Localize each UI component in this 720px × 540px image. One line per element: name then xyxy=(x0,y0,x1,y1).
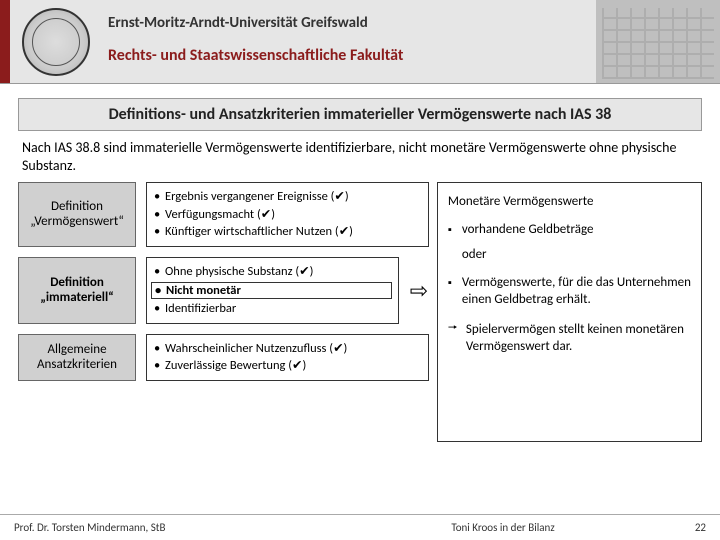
university-name: Ernst-Moritz-Arndt-Universität Greifswal… xyxy=(108,14,588,32)
slide-footer: Prof. Dr. Torsten Mindermann, StB Toni K… xyxy=(0,514,720,540)
definition-row: Allgemeine Ansatzkriterien Wahrscheinlic… xyxy=(18,334,429,381)
label-box-immateriell: Definition „immateriell“ xyxy=(18,257,136,324)
definition-row: Definition „immateriell“ Ohne physische … xyxy=(18,257,429,324)
slide-title: Definitions- und Ansatzkriterien immater… xyxy=(18,98,702,131)
slide-header: Ernst-Moritz-Arndt-Universität Greifswal… xyxy=(0,0,720,84)
red-accent-bar xyxy=(0,0,10,83)
footer-title: Toni Kroos in der Bilanz xyxy=(340,521,666,534)
content-area: Definition „Vermögenswert“ Ergebnis verg… xyxy=(0,182,720,442)
arrow-wrap: ⇨ xyxy=(409,257,429,324)
right-item: vorhandene Geldbeträge xyxy=(448,221,691,239)
footer-author: Prof. Dr. Torsten Mindermann, StB xyxy=(14,521,340,534)
bullet-item: Zuverlässige Bewertung (✔) xyxy=(151,358,422,374)
bullets-vermoegenswert: Ergebnis vergangener Ereignisse (✔) Verf… xyxy=(146,182,429,247)
bullet-item: Verfügungsmacht (✔) xyxy=(151,207,422,223)
bullet-item: Wahrscheinlicher Nutzenzufluss (✔) xyxy=(151,341,422,357)
label-box-vermoegenswert: Definition „Vermögenswert“ xyxy=(18,182,136,247)
right-heading: Monetäre Vermögenswerte xyxy=(448,193,691,211)
definition-row: Definition „Vermögenswert“ Ergebnis verg… xyxy=(18,182,429,247)
building-photo-placeholder xyxy=(596,0,720,83)
university-seal-icon xyxy=(22,8,90,76)
bullet-item: Ohne physische Substanz (✔) xyxy=(151,264,392,280)
faculty-name: Rechts- und Staatswissenschaftliche Faku… xyxy=(108,46,588,65)
bullet-item: Künftiger wirtschaftlicher Nutzen (✔) xyxy=(151,224,422,240)
bullet-item-highlighted: Nicht monetär xyxy=(151,282,392,300)
bullets-ansatzkriterien: Wahrscheinlicher Nutzenzufluss (✔) Zuver… xyxy=(146,334,429,381)
right-conclusion: Spielervermögen stellt keinen monetären … xyxy=(448,321,691,356)
intro-text: Nach IAS 38.8 sind immaterielle Vermögen… xyxy=(22,139,698,174)
bullets-immateriell: Ohne physische Substanz (✔) Nicht monetä… xyxy=(146,257,399,324)
left-column: Definition „Vermögenswert“ Ergebnis verg… xyxy=(18,182,429,442)
footer-page-number: 22 xyxy=(666,521,706,534)
arrow-right-icon: ⇨ xyxy=(410,277,428,304)
bullet-item: Ergebnis vergangener Ereignisse (✔) xyxy=(151,189,422,205)
bullet-item: Identifizierbar xyxy=(151,301,392,317)
right-item: Vermögenswerte, für die das Unternehmen … xyxy=(448,274,691,309)
university-seal-wrap xyxy=(10,0,102,83)
monetary-assets-box: Monetäre Vermögenswerte vorhandene Geldb… xyxy=(437,182,702,442)
right-oder: oder xyxy=(448,246,691,264)
label-box-ansatzkriterien: Allgemeine Ansatzkriterien xyxy=(18,334,136,381)
right-column: Monetäre Vermögenswerte vorhandene Geldb… xyxy=(437,182,702,442)
header-text: Ernst-Moritz-Arndt-Universität Greifswal… xyxy=(102,0,596,83)
